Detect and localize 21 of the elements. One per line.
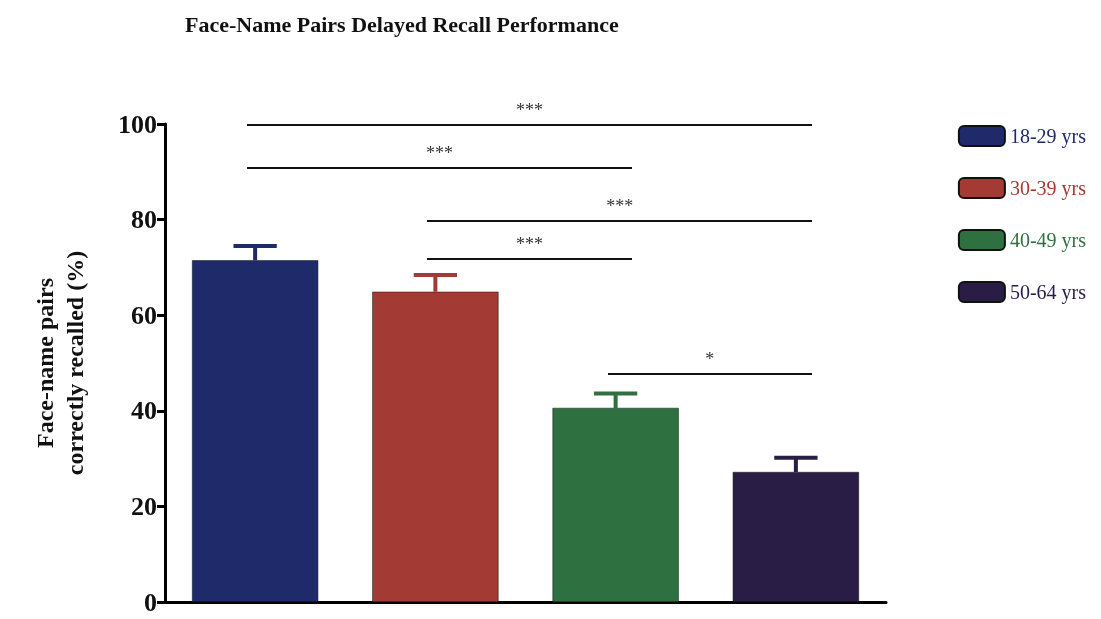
bracket: *** — [427, 195, 812, 222]
annotation: *** — [424, 143, 454, 164]
y-tick-label: 80 — [131, 205, 157, 235]
legend-label: 18-29 yrs — [1009, 125, 1087, 148]
y-tick-label: 40 — [131, 396, 157, 426]
y-tick-label: 0 — [144, 587, 157, 617]
bracket: *** — [247, 143, 632, 169]
annotation: *** — [515, 233, 544, 254]
y-axis-title: Face-name pairs correctly recalled (%) — [32, 250, 88, 476]
bracket: *** — [427, 233, 632, 260]
bracket: * — [607, 348, 812, 375]
legend-label: 50-64 yrs — [1009, 281, 1087, 304]
annotation: * — [704, 348, 716, 369]
y-tick-label: 100 — [118, 109, 157, 139]
legend-label: 30-39 yrs — [1009, 177, 1087, 200]
y-tick-label: 20 — [131, 491, 157, 521]
y-tick-label: 60 — [131, 300, 157, 330]
chart-title: Face-Name Pairs Delayed Recall Performance — [185, 11, 619, 37]
annotation: *** — [605, 195, 635, 216]
legend-label: 40-49 yrs — [1009, 229, 1087, 252]
bracket: *** — [247, 100, 812, 126]
